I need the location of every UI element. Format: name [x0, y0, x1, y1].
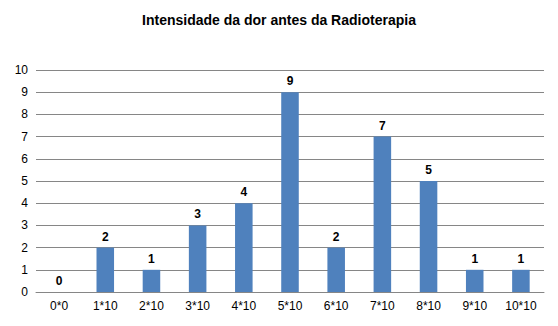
- svg-text:3: 3: [194, 207, 201, 221]
- svg-text:5*10: 5*10: [278, 299, 303, 313]
- svg-text:7*10: 7*10: [370, 299, 395, 313]
- svg-text:6*10: 6*10: [324, 299, 349, 313]
- svg-text:4: 4: [21, 196, 28, 210]
- svg-text:7: 7: [21, 130, 28, 144]
- svg-text:0: 0: [56, 274, 63, 288]
- svg-text:0: 0: [21, 285, 28, 299]
- svg-text:1: 1: [148, 252, 155, 266]
- svg-text:2: 2: [21, 241, 28, 255]
- svg-text:8: 8: [21, 107, 28, 121]
- svg-text:6: 6: [21, 152, 28, 166]
- svg-text:10: 10: [15, 63, 29, 77]
- svg-text:1: 1: [518, 252, 525, 266]
- svg-text:1: 1: [21, 263, 28, 277]
- svg-text:10*10: 10*10: [505, 299, 537, 313]
- svg-text:1: 1: [471, 252, 478, 266]
- svg-text:3: 3: [21, 218, 28, 232]
- svg-text:7: 7: [379, 119, 386, 133]
- svg-text:1*10: 1*10: [93, 299, 118, 313]
- svg-text:2: 2: [333, 230, 340, 244]
- svg-text:2*10: 2*10: [139, 299, 164, 313]
- svg-text:5: 5: [21, 174, 28, 188]
- svg-text:2: 2: [102, 230, 109, 244]
- svg-text:9: 9: [21, 85, 28, 99]
- svg-text:4*10: 4*10: [231, 299, 256, 313]
- svg-text:Intensidade da dor antes da Ra: Intensidade da dor antes da Radioterapia: [142, 12, 416, 28]
- svg-text:9*10: 9*10: [462, 299, 487, 313]
- svg-text:5: 5: [425, 163, 432, 177]
- svg-text:3*10: 3*10: [185, 299, 210, 313]
- svg-text:9: 9: [287, 74, 294, 88]
- svg-text:0*0: 0*0: [50, 299, 68, 313]
- svg-text:4: 4: [240, 185, 247, 199]
- svg-text:8*10: 8*10: [416, 299, 441, 313]
